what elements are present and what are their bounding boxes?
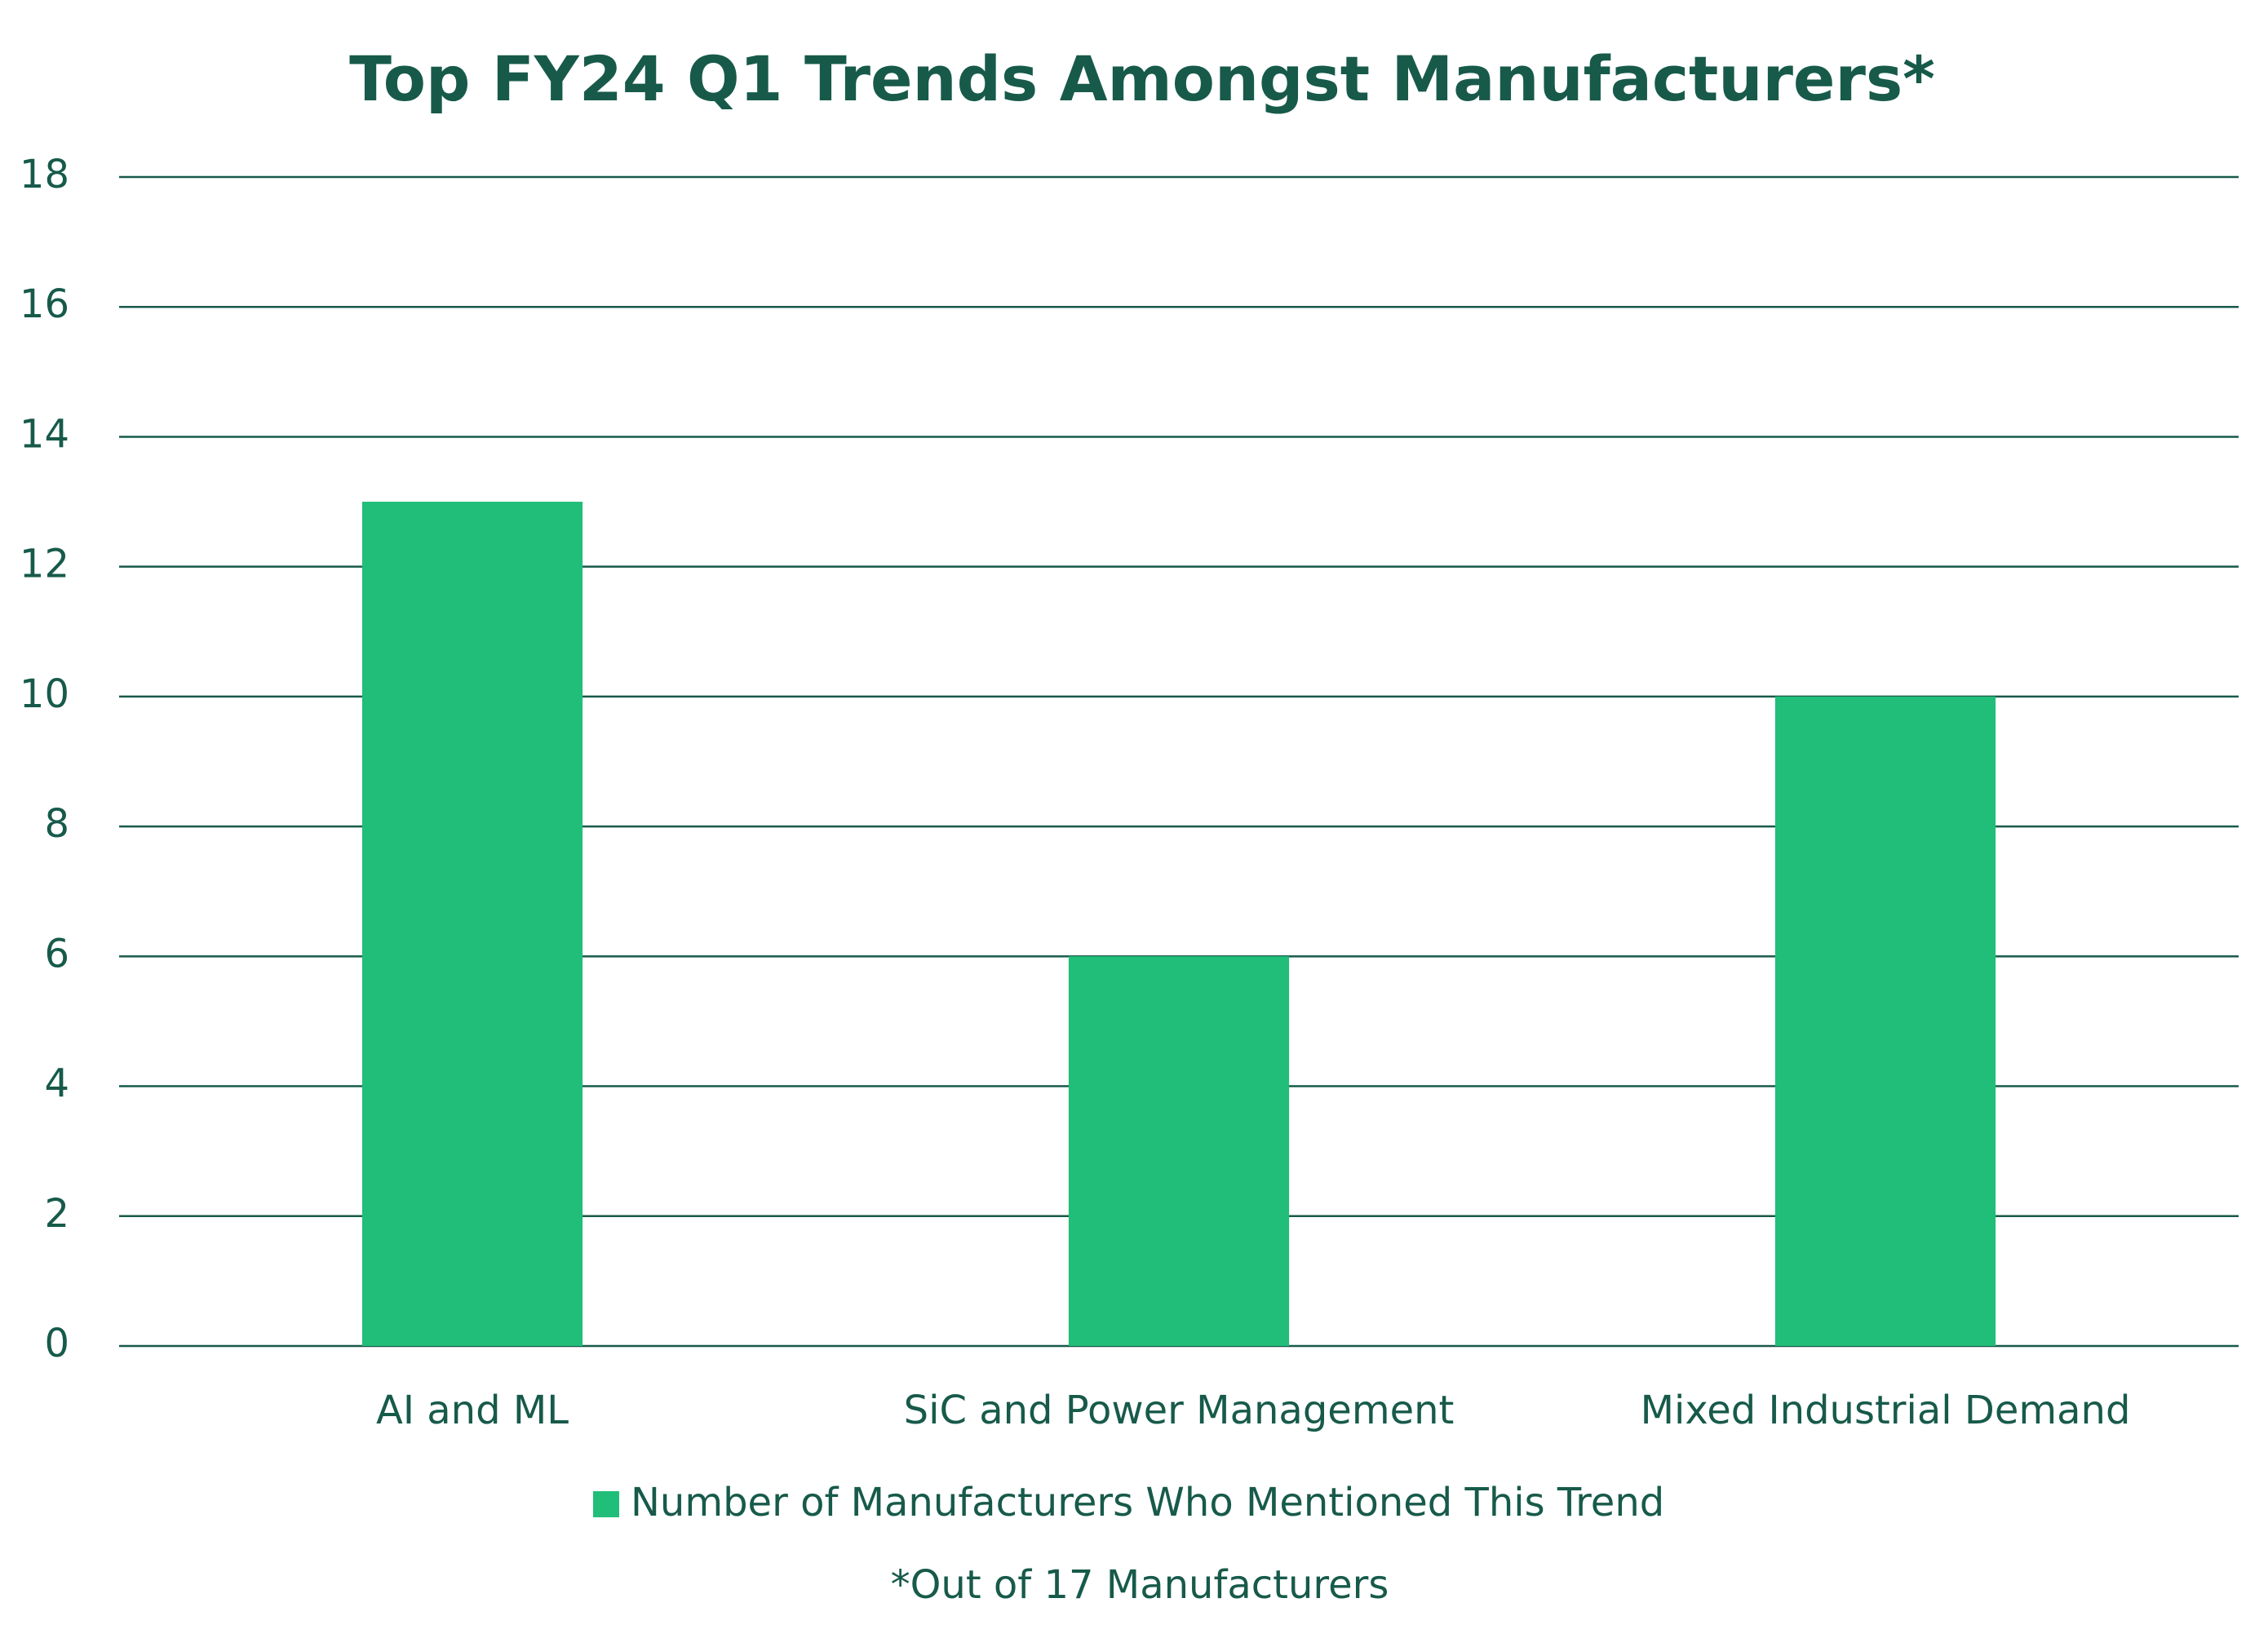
y-tick-label: 10: [20, 671, 69, 717]
y-tick-label: 14: [20, 411, 69, 457]
x-tick-label: SiC and Power Management: [904, 1388, 1455, 1433]
y-tick-label: 16: [20, 281, 69, 327]
footnote: *Out of 17 Manufacturers: [891, 1562, 1389, 1608]
y-tick-label: 6: [44, 931, 69, 976]
bar: [1068, 956, 1290, 1346]
x-tick-label: AI and ML: [376, 1388, 569, 1433]
legend-label: Number of Manufacturers Who Mentioned Th…: [631, 1480, 1664, 1525]
chart-title: Top FY24 Q1 Trends Amongst Manufacturers…: [349, 42, 1935, 115]
y-tick-label: 0: [44, 1321, 69, 1366]
x-tick-label: Mixed Industrial Demand: [1641, 1388, 2131, 1433]
y-tick-label: 18: [20, 152, 69, 197]
y-tick-label: 12: [20, 542, 69, 587]
bar: [361, 502, 583, 1346]
y-tick-label: 4: [44, 1061, 69, 1107]
bar: [1774, 696, 1996, 1346]
legend-swatch: [593, 1491, 619, 1517]
y-tick-label: 8: [44, 801, 69, 847]
y-tick-label: 2: [44, 1191, 69, 1237]
